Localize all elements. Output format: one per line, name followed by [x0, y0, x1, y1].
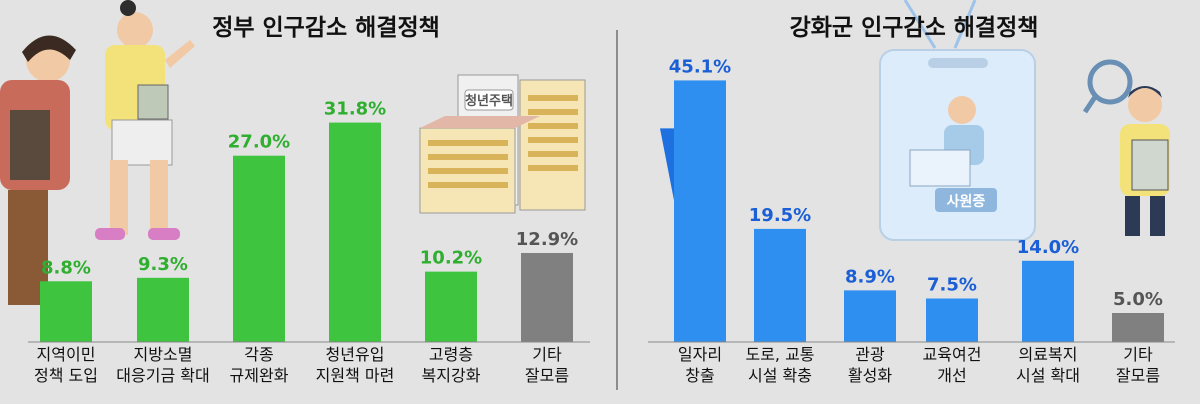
bar-government-4: [425, 271, 477, 342]
chart-title-government: 정부 인구감소 해결정책: [212, 15, 440, 41]
bar-government-5: [521, 252, 573, 342]
category-label-government-1-0: 지방소멸: [134, 345, 193, 364]
category-label-government-0-0: 지역이민: [37, 345, 96, 364]
id-card-illustration: 사원증: [879, 0, 1036, 241]
value-label-ganghwa-1: 19.5%: [749, 205, 811, 226]
category-label-ganghwa-4-1: 시설 확대: [1016, 366, 1080, 385]
value-label-government-2: 27.0%: [228, 132, 290, 153]
bar-government-0: [40, 281, 92, 342]
bar-ganghwa-0: [674, 80, 726, 343]
building-sign: 청년주택: [465, 93, 513, 109]
bar-government-2: [233, 155, 285, 342]
apartment-illustration: 청년주택: [419, 74, 586, 214]
bar-ganghwa-3: [926, 298, 978, 342]
category-label-ganghwa-2-1: 활성화: [848, 366, 892, 385]
category-label-ganghwa-5-0: 기타: [1123, 345, 1153, 364]
chart-title-ganghwa: 강화군 인구감소 해결정책: [790, 15, 1039, 41]
bar-ganghwa-1: [754, 228, 806, 342]
value-label-government-3: 31.8%: [324, 99, 386, 120]
value-label-ganghwa-5: 5.0%: [1113, 289, 1163, 310]
category-label-ganghwa-1-0: 도로, 교통: [745, 345, 814, 364]
bar-government-3: [329, 122, 381, 342]
category-label-ganghwa-3-0: 교육여건: [923, 345, 982, 364]
bar-ganghwa-5: [1112, 313, 1164, 342]
value-label-government-1: 9.3%: [138, 254, 188, 275]
id-card-label: 사원증: [947, 194, 986, 210]
category-label-government-0-1: 정책 도입: [34, 366, 98, 385]
value-label-ganghwa-0: 45.1%: [669, 56, 731, 77]
category-label-ganghwa-0-1: 창출: [685, 366, 714, 385]
category-label-government-5-1: 잘모름: [525, 366, 569, 385]
category-label-ganghwa-4-0: 의료복지: [1019, 345, 1078, 364]
value-label-ganghwa-4: 14.0%: [1017, 237, 1079, 258]
bar-government-1: [137, 277, 189, 342]
bar-ganghwa-4: [1022, 260, 1074, 342]
bar-accent-ganghwa-0: [660, 128, 674, 201]
value-label-government-0: 8.8%: [41, 257, 91, 278]
value-label-ganghwa-2: 8.9%: [845, 266, 895, 287]
category-label-ganghwa-2-0: 관광: [855, 345, 885, 364]
category-label-government-3-1: 지원책 마련: [316, 366, 395, 385]
category-label-government-2-1: 규제완화: [230, 366, 289, 385]
value-label-government-4: 10.2%: [420, 248, 482, 269]
bar-ganghwa-2: [844, 290, 896, 342]
man-magnifier-illustration: [1082, 59, 1170, 236]
value-label-government-5: 12.9%: [516, 229, 578, 250]
category-label-ganghwa-3-1: 개선: [937, 366, 966, 385]
category-label-government-3-0: 청년유입: [326, 345, 385, 364]
category-label-government-1-1: 대응기금 확대: [116, 366, 209, 385]
value-label-ganghwa-3: 7.5%: [927, 275, 977, 296]
category-label-ganghwa-1-1: 시설 확충: [748, 366, 812, 385]
people-illustration: [0, 0, 195, 305]
category-label-government-5-0: 기타: [532, 345, 562, 364]
category-label-ganghwa-5-1: 잘모름: [1116, 366, 1160, 385]
category-label-government-4-0: 고령층: [429, 345, 473, 364]
category-label-government-2-0: 각종: [244, 345, 273, 364]
category-label-ganghwa-0-0: 일자리: [678, 345, 722, 364]
category-label-government-4-1: 복지강화: [422, 366, 481, 385]
